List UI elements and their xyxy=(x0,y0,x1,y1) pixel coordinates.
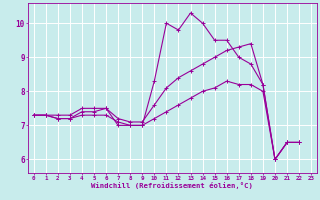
X-axis label: Windchill (Refroidissement éolien,°C): Windchill (Refroidissement éolien,°C) xyxy=(92,182,253,189)
